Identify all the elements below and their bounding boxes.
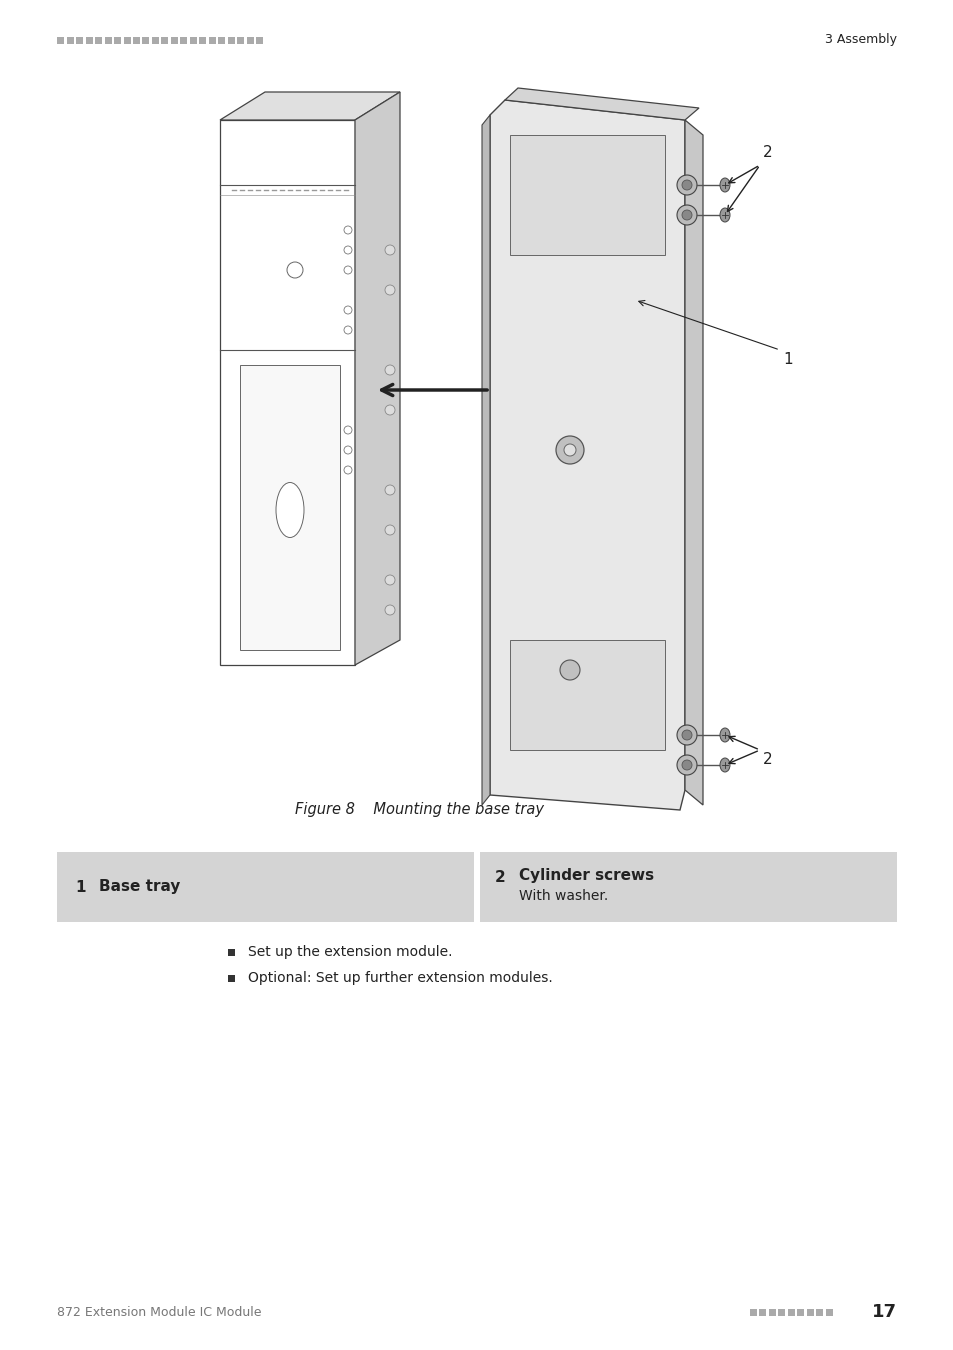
Bar [510,135,664,255]
Bar [76,36,83,45]
Circle shape [385,485,395,495]
Polygon shape [481,115,490,805]
Bar [171,36,178,45]
Circle shape [385,285,395,296]
Polygon shape [684,120,702,805]
Circle shape [287,262,303,278]
Circle shape [681,211,691,220]
Polygon shape [490,100,684,810]
Bar [237,36,244,45]
Bar [123,36,131,45]
Bar [190,36,196,45]
Circle shape [344,225,352,234]
Circle shape [344,446,352,454]
Ellipse shape [720,728,729,743]
Bar [476,852,896,922]
Text: 1: 1 [782,352,792,367]
Text: Optional: Set up further extension modules.: Optional: Set up further extension modul… [248,971,552,986]
Text: Figure 8    Mounting the base tray: Figure 8 Mounting the base tray [295,802,544,817]
Bar [113,36,121,45]
Circle shape [677,176,697,194]
Circle shape [344,427,352,433]
Text: 17: 17 [871,1303,896,1322]
Ellipse shape [720,208,729,221]
Bar [228,949,234,956]
Bar [152,36,159,45]
Bar [209,36,215,45]
Bar [95,36,102,45]
Bar [768,1308,775,1315]
Polygon shape [220,120,355,666]
Bar [240,364,339,649]
Bar [510,640,664,751]
Circle shape [385,525,395,535]
Bar [797,1308,803,1315]
Polygon shape [504,88,699,120]
Bar [132,36,140,45]
Circle shape [559,660,579,680]
Circle shape [344,246,352,254]
Bar [57,36,64,45]
Bar [816,1308,822,1315]
Text: 2: 2 [762,144,772,161]
Bar [778,1308,784,1315]
Circle shape [385,405,395,414]
Circle shape [344,306,352,315]
Bar [256,36,263,45]
Bar [228,36,234,45]
Text: Base tray: Base tray [99,879,180,895]
Circle shape [385,605,395,616]
Circle shape [344,466,352,474]
Circle shape [385,575,395,585]
Text: 1: 1 [75,879,86,895]
Circle shape [344,325,352,333]
Ellipse shape [720,178,729,192]
Circle shape [681,760,691,770]
Bar [105,36,112,45]
Bar [142,36,150,45]
Circle shape [677,205,697,225]
Text: Cylinder screws: Cylinder screws [518,868,654,883]
Bar [759,1308,765,1315]
Bar [218,36,225,45]
Circle shape [677,755,697,775]
Circle shape [556,436,583,464]
Text: 3 Assembly: 3 Assembly [824,34,896,46]
Bar [86,36,92,45]
Text: 2: 2 [762,752,772,767]
Circle shape [563,444,576,456]
Polygon shape [355,92,399,666]
Bar [199,36,206,45]
Circle shape [677,725,697,745]
Bar [787,1308,794,1315]
Circle shape [385,244,395,255]
Bar [161,36,169,45]
Circle shape [385,364,395,375]
Circle shape [681,730,691,740]
Bar [825,1308,832,1315]
Bar [247,36,253,45]
Bar [180,36,188,45]
Bar [228,975,234,981]
Text: 2: 2 [495,869,505,886]
Bar [57,852,474,922]
Text: With washer.: With washer. [518,890,608,903]
Text: Set up the extension module.: Set up the extension module. [248,945,452,958]
Bar [474,852,479,922]
Bar [67,36,73,45]
Circle shape [344,266,352,274]
Bar [749,1308,757,1315]
Polygon shape [220,92,399,120]
Text: 872 Extension Module IC Module: 872 Extension Module IC Module [57,1305,261,1319]
Circle shape [681,180,691,190]
Ellipse shape [720,757,729,772]
Bar [806,1308,813,1315]
Ellipse shape [275,482,304,537]
